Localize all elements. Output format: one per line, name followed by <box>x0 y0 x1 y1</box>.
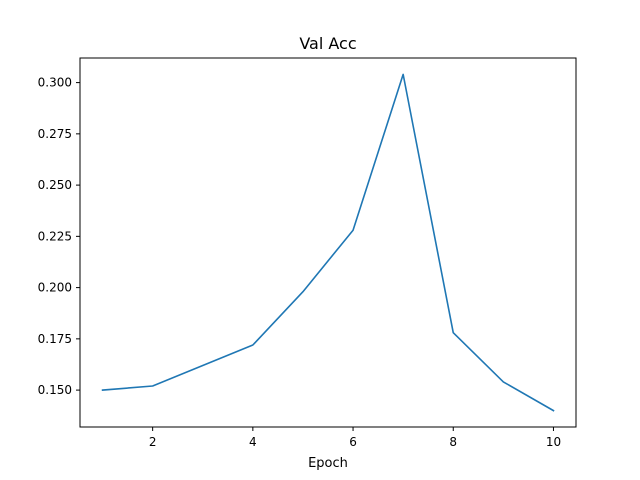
y-tick-label: 0.200 <box>38 281 72 295</box>
y-tick-label: 0.275 <box>38 127 72 141</box>
x-axis-label: Epoch <box>308 456 348 471</box>
chart-title: Val Acc <box>299 34 356 53</box>
x-tick-label: 2 <box>149 435 157 449</box>
y-tick-label: 0.150 <box>38 383 72 397</box>
y-tick-label: 0.300 <box>38 76 72 90</box>
series-line <box>101 73 555 412</box>
plot-area: 2 4 6 8 10 0.150 0.175 0.200 0.225 0.250 0.275 0.3… <box>38 57 577 449</box>
y-tick-label: 0.250 <box>38 178 72 192</box>
y-tick-label: 0.175 <box>38 332 72 346</box>
plot-frame <box>79 57 577 428</box>
x-axis: 2 4 6 8 10 <box>149 427 561 449</box>
x-tick-label: 4 <box>249 435 257 449</box>
y-axis: 0.150 0.175 0.200 0.225 0.250 0.275 0.300 <box>38 76 80 397</box>
x-tick-label: 10 <box>546 435 561 449</box>
x-tick-label: 8 <box>449 435 457 449</box>
y-tick-label: 0.225 <box>38 229 72 243</box>
series-layer <box>101 73 555 412</box>
x-tick-label: 6 <box>349 435 357 449</box>
